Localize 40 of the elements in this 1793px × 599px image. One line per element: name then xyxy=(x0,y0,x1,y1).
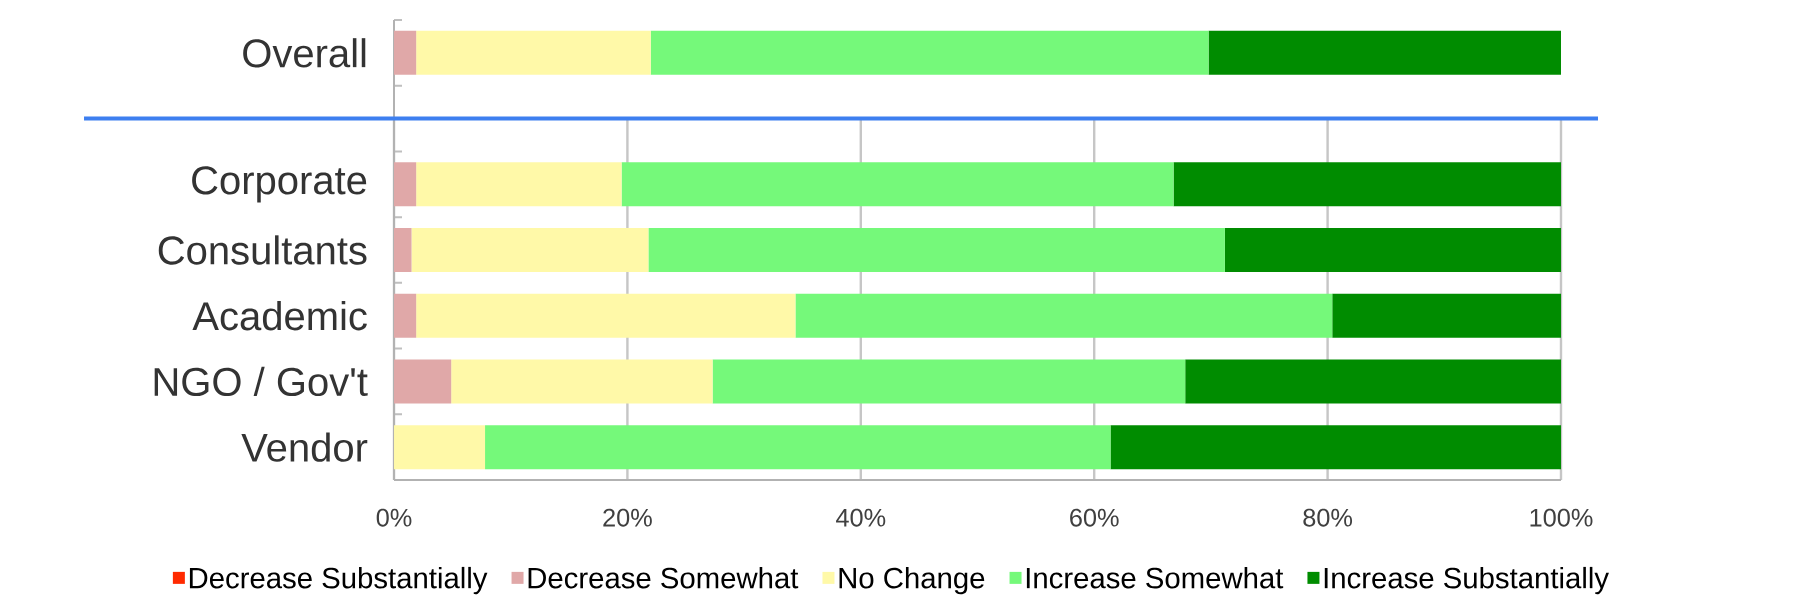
bar xyxy=(1110,425,1561,470)
x-tick-label: 40% xyxy=(836,508,886,527)
y-tick-label: Corporate xyxy=(192,166,367,203)
y-tick-label: Overall xyxy=(243,38,366,68)
x-tick-label: 80% xyxy=(1303,508,1353,527)
bar xyxy=(712,359,1186,404)
legend-label: Increase Substantially xyxy=(1324,566,1609,595)
bar xyxy=(394,30,417,75)
bar xyxy=(1173,162,1561,207)
y-tick-label: NGO / Gov't xyxy=(154,366,368,397)
x-tick-label: 60% xyxy=(1070,508,1119,527)
x-tick-label: 20% xyxy=(603,508,652,527)
bar xyxy=(416,162,622,207)
bar xyxy=(1224,228,1561,272)
bar xyxy=(394,425,486,470)
bar xyxy=(795,293,1333,338)
bar xyxy=(621,162,1174,207)
bar xyxy=(394,359,452,404)
bar xyxy=(650,30,1209,75)
bar xyxy=(485,425,1111,470)
bar xyxy=(394,162,417,207)
bar xyxy=(1185,359,1561,404)
x-tick-label: 0% xyxy=(376,508,412,527)
bar xyxy=(648,228,1225,272)
y-tick-label: Vendor xyxy=(241,432,368,462)
legend-label: Decrease Somewhat xyxy=(528,566,799,589)
bar xyxy=(1208,30,1561,75)
legend-label: Increase Somewhat xyxy=(1026,566,1284,589)
bar xyxy=(416,293,796,338)
bar xyxy=(394,293,417,338)
bar xyxy=(1332,293,1561,338)
y-tick-label: Academic xyxy=(192,301,367,331)
bar xyxy=(394,228,412,272)
bar xyxy=(451,359,713,404)
x-tick-label: 100% xyxy=(1530,508,1593,527)
y-tick-label: Consultants xyxy=(158,235,367,265)
legend-label: Decrease Substantially xyxy=(189,566,488,595)
bar xyxy=(411,228,649,272)
legend-label: No Change xyxy=(839,566,985,595)
bar xyxy=(416,30,651,75)
